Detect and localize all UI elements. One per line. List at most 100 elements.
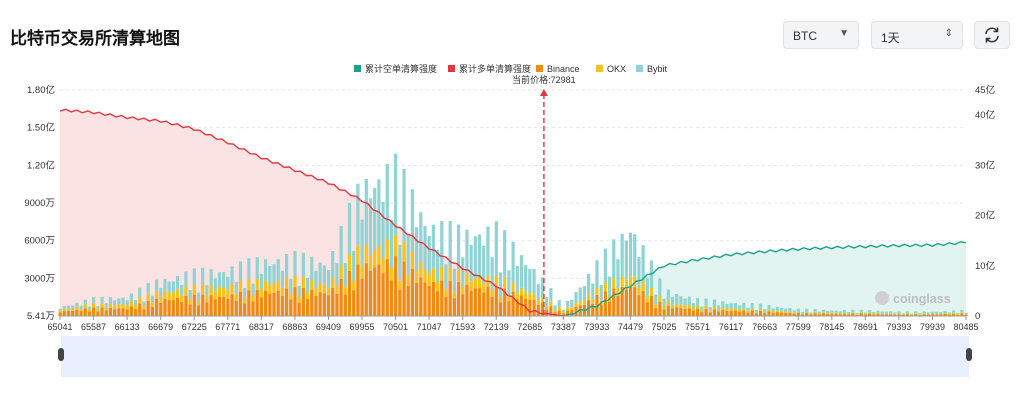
bar-bybit: [154, 279, 159, 291]
bar-okx: [146, 293, 150, 301]
bar-bybit: [423, 226, 427, 270]
bar-bybit: [75, 302, 79, 307]
bar-okx: [180, 295, 184, 302]
bar-bybit: [893, 312, 897, 314]
bar-okx: [926, 313, 930, 315]
bar-binance: [658, 301, 662, 316]
bar-okx: [595, 287, 599, 295]
bar-binance: [528, 299, 532, 316]
bar-binance: [645, 302, 649, 316]
bar-bybit: [318, 262, 322, 284]
bar-okx: [213, 291, 217, 300]
bar-bybit: [222, 272, 226, 288]
bar-binance: [763, 313, 767, 316]
bar-bybit: [536, 284, 540, 301]
bar-binance: [289, 299, 293, 316]
period-select[interactable]: 1天 ⇕: [871, 21, 963, 49]
bar-binance: [607, 301, 612, 316]
bar-binance: [746, 312, 750, 316]
bar-okx: [775, 310, 779, 313]
bar-binance: [838, 314, 842, 316]
y-right-tick-label: 10亿: [975, 260, 995, 272]
bar-binance: [251, 301, 255, 316]
bar-okx: [951, 312, 956, 314]
slider-handle-right[interactable]: [966, 348, 972, 361]
bar-bybit: [415, 227, 419, 271]
bar-binance: [436, 291, 440, 316]
bar-binance: [784, 312, 788, 316]
bar-binance: [440, 280, 444, 316]
bar-okx: [268, 284, 272, 294]
bar-binance: [729, 310, 733, 316]
bar-okx: [226, 290, 230, 299]
bar-binance: [243, 303, 247, 316]
range-slider[interactable]: [58, 336, 972, 377]
bar-okx: [251, 295, 255, 302]
bar-bybit: [834, 310, 838, 313]
bar-binance: [578, 305, 582, 316]
bar-bybit: [461, 257, 465, 287]
bar-bybit: [511, 241, 515, 283]
bar-okx: [58, 310, 62, 313]
bar-okx: [75, 306, 79, 310]
bar-bybit: [750, 302, 754, 309]
bar-okx: [624, 279, 628, 290]
bar-bybit: [62, 306, 66, 309]
x-tick-label: 76663: [752, 322, 777, 332]
bar-okx: [897, 313, 901, 315]
bar-bybit: [280, 270, 285, 288]
y-right-tick-label: 40亿: [975, 109, 995, 121]
bar-binance: [884, 314, 889, 316]
bar-okx: [461, 286, 465, 295]
bar-binance: [201, 294, 205, 316]
bar-bybit: [381, 201, 385, 258]
bar-bybit: [582, 286, 587, 301]
bar-binance: [905, 314, 909, 316]
bar-okx: [138, 297, 142, 304]
bar-binance: [410, 268, 415, 316]
bar-bybit: [578, 287, 582, 301]
bar-binance: [821, 313, 826, 316]
bar-binance: [641, 290, 645, 316]
bar-bybit: [792, 310, 796, 313]
bar-okx: [62, 308, 66, 312]
bar-bybit: [364, 179, 368, 245]
bar-bybit: [515, 265, 519, 294]
bar-binance: [863, 314, 868, 316]
bar-okx: [696, 305, 700, 309]
bar-okx: [108, 303, 113, 308]
bar-binance: [213, 299, 217, 316]
bar-bybit: [607, 276, 612, 297]
bar-bybit: [503, 230, 507, 279]
bar-binance: [574, 306, 578, 316]
bar-okx: [154, 290, 159, 299]
bar-okx: [310, 279, 314, 290]
bar-okx: [360, 265, 364, 279]
bar-okx: [738, 309, 742, 312]
bar-bybit: [570, 299, 574, 308]
slider-handle-left[interactable]: [58, 348, 64, 361]
y-left-tick-label: 1.50亿: [27, 122, 55, 134]
bar-binance: [96, 311, 100, 316]
refresh-button[interactable]: [974, 21, 1010, 49]
coin-select-value: BTC: [793, 29, 817, 43]
coin-select[interactable]: BTC ▼: [783, 21, 859, 49]
bar-okx: [687, 304, 691, 309]
bar-bybit: [947, 312, 951, 314]
x-tick-label: 73933: [584, 322, 609, 332]
bar-bybit: [687, 296, 691, 305]
bar-okx: [205, 295, 209, 303]
bar-binance: [469, 290, 473, 316]
bar-binance: [415, 282, 419, 316]
bar-bybit: [566, 300, 570, 308]
bar-binance: [142, 309, 146, 316]
bar-binance: [377, 264, 381, 316]
bar-okx: [423, 269, 427, 283]
bar-bybit: [66, 305, 71, 309]
bar-bybit: [616, 259, 620, 289]
bar-bybit: [394, 153, 398, 235]
bar-binance: [255, 289, 259, 316]
bar-okx: [708, 310, 712, 313]
coinglass-logo-icon: [875, 291, 889, 305]
